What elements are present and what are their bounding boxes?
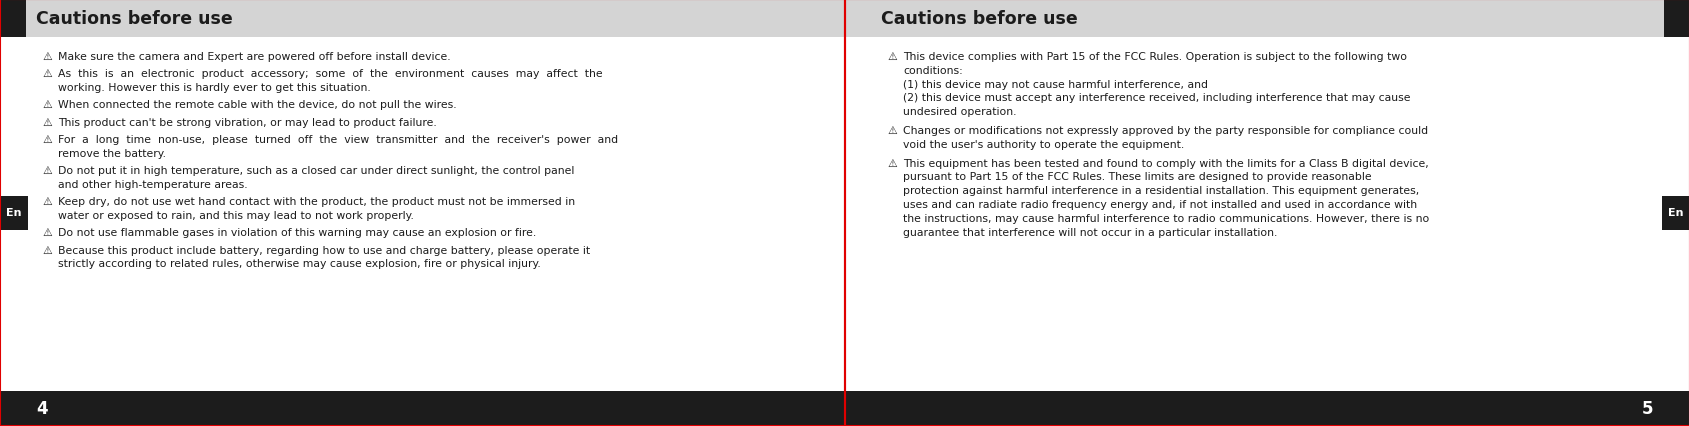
Bar xyxy=(844,0,1689,38)
Text: void the user's authority to operate the equipment.: void the user's authority to operate the… xyxy=(902,139,1184,150)
Bar xyxy=(844,391,1689,426)
Text: ⚠: ⚠ xyxy=(42,69,52,79)
Bar xyxy=(1660,196,1689,230)
Text: ⚠: ⚠ xyxy=(42,100,52,110)
Text: Make sure the camera and Expert are powered off before install device.: Make sure the camera and Expert are powe… xyxy=(57,52,451,62)
Text: ⚠: ⚠ xyxy=(42,135,52,145)
Text: This product can't be strong vibration, or may lead to product failure.: This product can't be strong vibration, … xyxy=(57,118,436,127)
Text: For  a  long  time  non-use,  please  turned  off  the  view  transmitter  and  : For a long time non-use, please turned o… xyxy=(57,135,618,145)
Text: protection against harmful interference in a residential installation. This equi: protection against harmful interference … xyxy=(902,186,1419,196)
Text: pursuant to Part 15 of the FCC Rules. These limits are designed to provide reaso: pursuant to Part 15 of the FCC Rules. Th… xyxy=(902,172,1371,182)
Text: remove the battery.: remove the battery. xyxy=(57,148,166,158)
Text: En: En xyxy=(7,208,22,218)
Text: ⚠: ⚠ xyxy=(42,166,52,176)
Text: Do not put it in high temperature, such as a closed car under direct sunlight, t: Do not put it in high temperature, such … xyxy=(57,166,574,176)
Text: ⚠: ⚠ xyxy=(887,126,897,136)
Text: ⚠: ⚠ xyxy=(42,118,52,127)
Text: working. However this is hardly ever to get this situation.: working. However this is hardly ever to … xyxy=(57,83,370,93)
Text: guarantee that interference will not occur in a particular installation.: guarantee that interference will not occ… xyxy=(902,227,1277,237)
Text: ⚠: ⚠ xyxy=(42,228,52,238)
Text: ⚠: ⚠ xyxy=(887,52,897,62)
Text: ⚠: ⚠ xyxy=(42,197,52,207)
Bar xyxy=(0,196,29,230)
Text: (2) this device must accept any interference received, including interference th: (2) this device must accept any interfer… xyxy=(902,93,1410,103)
Text: As  this  is  an  electronic  product  accessory;  some  of  the  environment  c: As this is an electronic product accesso… xyxy=(57,69,603,79)
Text: the instructions, may cause harmful interference to radio communications. Howeve: the instructions, may cause harmful inte… xyxy=(902,213,1429,223)
Text: When connected the remote cable with the device, do not pull the wires.: When connected the remote cable with the… xyxy=(57,100,456,110)
Text: This device complies with Part 15 of the FCC Rules. Operation is subject to the : This device complies with Part 15 of the… xyxy=(902,52,1407,62)
Bar xyxy=(0,0,844,38)
Text: This equipment has been tested and found to comply with the limits for a Class B: This equipment has been tested and found… xyxy=(902,158,1427,168)
Text: En: En xyxy=(1667,208,1682,218)
Text: Because this product include battery, regarding how to use and charge battery, p: Because this product include battery, re… xyxy=(57,245,589,255)
Text: 5: 5 xyxy=(1642,400,1652,417)
Text: and other high-temperature areas.: and other high-temperature areas. xyxy=(57,179,248,190)
Text: water or exposed to rain, and this may lead to not work properly.: water or exposed to rain, and this may l… xyxy=(57,210,414,221)
Text: 4: 4 xyxy=(37,400,47,417)
Text: Changes or modifications not expressly approved by the party responsible for com: Changes or modifications not expressly a… xyxy=(902,126,1427,136)
Text: conditions:: conditions: xyxy=(902,66,963,76)
Text: ⚠: ⚠ xyxy=(42,245,52,255)
Bar xyxy=(844,0,1689,426)
Bar xyxy=(0,391,844,426)
Text: strictly according to related rules, otherwise may cause explosion, fire or phys: strictly according to related rules, oth… xyxy=(57,259,540,269)
Text: undesired operation.: undesired operation. xyxy=(902,107,1015,117)
Text: Do not use flammable gases in violation of this warning may cause an explosion o: Do not use flammable gases in violation … xyxy=(57,228,535,238)
Text: ⚠: ⚠ xyxy=(42,52,52,62)
Bar xyxy=(0,0,844,426)
Text: Cautions before use: Cautions before use xyxy=(880,10,1078,28)
Text: Cautions before use: Cautions before use xyxy=(35,10,233,28)
Text: Keep dry, do not use wet hand contact with the product, the product must not be : Keep dry, do not use wet hand contact wi… xyxy=(57,197,574,207)
Bar xyxy=(1664,0,1689,38)
Text: (1) this device may not cause harmful interference, and: (1) this device may not cause harmful in… xyxy=(902,79,1208,89)
Bar xyxy=(0,0,25,38)
Text: ⚠: ⚠ xyxy=(887,158,897,168)
Text: uses and can radiate radio frequency energy and, if not installed and used in ac: uses and can radiate radio frequency ene… xyxy=(902,199,1417,210)
